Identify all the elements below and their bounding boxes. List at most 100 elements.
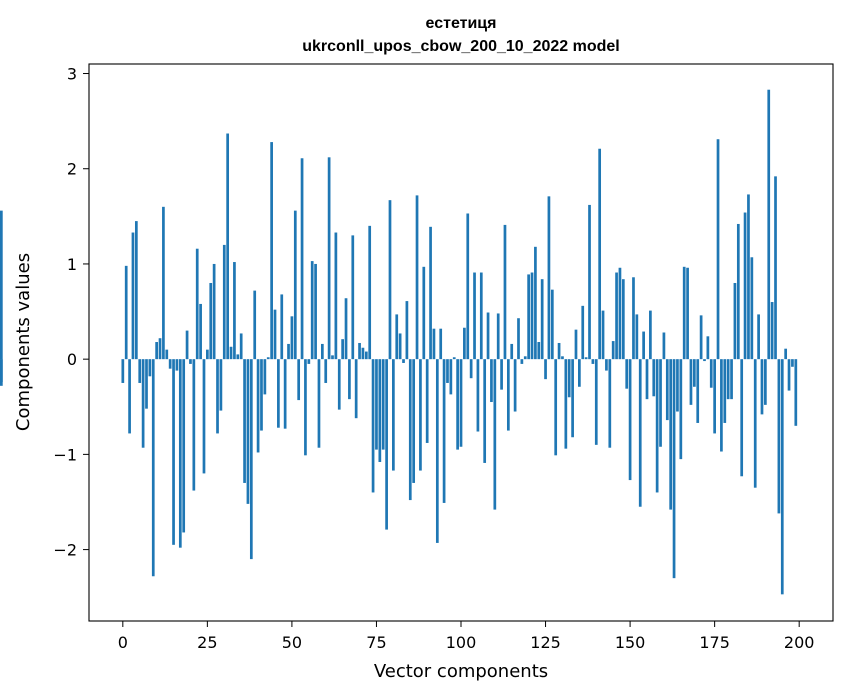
bar-51 bbox=[293, 210, 297, 360]
bar-191 bbox=[767, 89, 771, 360]
bar-34 bbox=[236, 354, 240, 360]
bar-178 bbox=[723, 359, 727, 423]
bar-159 bbox=[659, 359, 662, 447]
bar-undefined bbox=[0, 210, 3, 360]
x-tick-label-200: 200 bbox=[784, 633, 815, 652]
bar-182 bbox=[736, 223, 740, 360]
bar-160 bbox=[662, 332, 666, 360]
x-tick-label-175: 175 bbox=[699, 633, 730, 652]
bar-162 bbox=[669, 359, 673, 510]
bar-194 bbox=[777, 359, 781, 514]
bar-83 bbox=[402, 359, 405, 363]
bar-86 bbox=[412, 359, 416, 483]
bar-11 bbox=[158, 338, 162, 360]
bar-49 bbox=[287, 343, 290, 360]
bar-4 bbox=[134, 221, 138, 360]
bar-59 bbox=[320, 343, 324, 360]
chart-title-line-2: ukrconll_upos_cbow_200_10_2022 model bbox=[302, 38, 619, 55]
bar-125 bbox=[544, 359, 547, 380]
bar-183 bbox=[740, 359, 744, 477]
bar-144 bbox=[608, 359, 612, 448]
bars-group bbox=[0, 89, 798, 595]
bar-82 bbox=[398, 333, 402, 360]
bar-8 bbox=[148, 359, 152, 377]
bar-154 bbox=[642, 331, 645, 360]
bar-95 bbox=[442, 359, 446, 503]
bar-27 bbox=[212, 263, 216, 360]
bar-undefined bbox=[0, 359, 3, 383]
bar-150 bbox=[628, 359, 632, 481]
bar-152 bbox=[635, 314, 639, 360]
bar-129 bbox=[557, 342, 561, 360]
bar-189 bbox=[760, 359, 764, 415]
bar-146 bbox=[615, 272, 618, 360]
bar-77 bbox=[381, 359, 385, 450]
bar-175 bbox=[713, 359, 716, 434]
bar-37 bbox=[246, 359, 250, 504]
bar-130 bbox=[561, 356, 564, 360]
bar-110 bbox=[493, 359, 497, 510]
bar-153 bbox=[638, 359, 642, 507]
bar-136 bbox=[581, 305, 585, 360]
bar-70 bbox=[358, 342, 361, 360]
bar-26 bbox=[209, 282, 213, 360]
bar-116 bbox=[513, 359, 517, 412]
y-tick-label-2: 2 bbox=[67, 160, 77, 179]
x-tick-label-0: 0 bbox=[118, 633, 128, 652]
bar-143 bbox=[605, 359, 608, 371]
bar-195 bbox=[780, 359, 784, 595]
bar-177 bbox=[720, 359, 723, 452]
y-tick-label-1: 1 bbox=[67, 255, 77, 274]
y-axis-label: Components values bbox=[13, 253, 34, 431]
bar-31 bbox=[226, 133, 230, 360]
bar-179 bbox=[726, 359, 730, 400]
bar-52 bbox=[297, 359, 301, 401]
bar-123 bbox=[537, 342, 541, 360]
bar-38 bbox=[249, 359, 253, 560]
bar-180 bbox=[730, 359, 733, 400]
bar-98 bbox=[452, 357, 456, 360]
y-tick-label-3: 3 bbox=[67, 65, 77, 84]
bar-163 bbox=[672, 359, 676, 579]
bar-42 bbox=[263, 359, 267, 395]
bar-173 bbox=[706, 336, 710, 360]
bar-69 bbox=[354, 359, 358, 419]
bar-78 bbox=[385, 359, 388, 530]
bar-48 bbox=[283, 359, 287, 429]
bar-61 bbox=[327, 157, 331, 360]
bar-74 bbox=[371, 359, 375, 493]
bar-181 bbox=[733, 282, 737, 360]
bar-196 bbox=[784, 348, 788, 360]
bar-88 bbox=[419, 359, 422, 471]
bar-53 bbox=[300, 158, 304, 360]
bar-127 bbox=[550, 289, 554, 360]
chart-title-line-1: естетиця bbox=[426, 15, 497, 32]
bar-115 bbox=[510, 343, 514, 360]
bar-30 bbox=[222, 244, 226, 360]
x-tick-label-150: 150 bbox=[615, 633, 646, 652]
bar-7 bbox=[145, 359, 148, 409]
bar-131 bbox=[564, 359, 568, 449]
bar-139 bbox=[591, 359, 595, 364]
bar-60 bbox=[324, 359, 328, 383]
y-tick-label--1: −1 bbox=[53, 445, 77, 464]
bar-39 bbox=[253, 290, 257, 360]
ticks-group: 0 25 50 75 100 125 150 175 200 −2 −1 0 1 2 3 bbox=[53, 65, 814, 652]
bar-12 bbox=[162, 206, 165, 360]
bar-168 bbox=[689, 359, 693, 405]
bar-20 bbox=[189, 359, 192, 364]
bar-85 bbox=[408, 359, 412, 501]
bar-3 bbox=[131, 232, 135, 360]
bar-81 bbox=[395, 314, 399, 360]
bar-114 bbox=[506, 359, 510, 431]
bar-22 bbox=[195, 248, 199, 360]
bar-147 bbox=[618, 267, 622, 360]
bar-76 bbox=[378, 359, 382, 462]
bar-91 bbox=[429, 226, 432, 360]
bar-24 bbox=[202, 359, 206, 474]
x-tick-label-25: 25 bbox=[197, 633, 217, 652]
bar-68 bbox=[351, 235, 355, 360]
bar-90 bbox=[425, 359, 429, 443]
bar-2 bbox=[128, 359, 131, 434]
bar-117 bbox=[517, 318, 520, 360]
